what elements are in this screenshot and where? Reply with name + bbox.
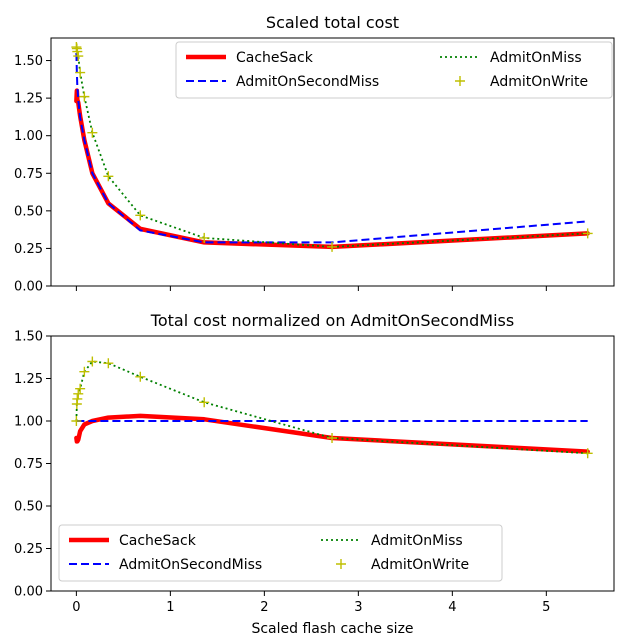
data-point-admitonwrite — [75, 383, 86, 394]
y-tick-label: 0.25 — [14, 242, 43, 257]
data-point-admitonwrite — [71, 416, 82, 426]
data-point-admitonwrite — [327, 433, 338, 443]
x-tick-label: 5 — [542, 600, 550, 615]
data-point-admitonwrite — [72, 393, 83, 404]
legend-label: AdmitOnWrite — [490, 74, 588, 90]
data-point-admitonwrite — [199, 397, 210, 408]
x-tick-label: 0 — [72, 600, 80, 615]
data-point-admitonwrite — [87, 127, 98, 138]
y-tick-label: 1.25 — [14, 92, 43, 107]
series-group — [71, 356, 593, 459]
y-tick-label: 1.50 — [14, 54, 43, 69]
y-tick-label: 0.00 — [14, 280, 43, 295]
y-tick-label: 0.50 — [14, 500, 43, 515]
series-line-cachesack — [74, 413, 590, 454]
series-line-cachesack — [74, 88, 590, 250]
chart-title: Total cost normalized on AdmitOnSecondMi… — [150, 311, 514, 330]
y-tick-label: 1.50 — [14, 330, 43, 345]
plot-frame — [50, 37, 615, 287]
legend-swatch-admitonwrite — [455, 76, 465, 86]
data-point-admitonwrite — [79, 91, 90, 102]
data-point-admitonwrite — [72, 46, 83, 57]
x-tick-label: 4 — [448, 600, 456, 615]
chart-1: Scaled total cost 0.00 0.25 0.50 0.75 1.00 1.2… — [14, 13, 615, 295]
y-tick-label: 1.25 — [14, 372, 43, 387]
legend-label: AdmitOnMiss — [490, 50, 582, 66]
data-point-admitonwrite — [135, 210, 146, 221]
series-line-admitonsecondmiss — [75, 53, 588, 244]
y-tick-label: 0.00 — [14, 585, 43, 600]
legend-label: AdmitOnWrite — [371, 557, 469, 573]
x-tick-label: 2 — [260, 600, 268, 615]
data-point-admitonwrite — [79, 366, 90, 377]
data-point-admitonwrite — [87, 356, 98, 367]
data-point-admitonwrite — [73, 51, 84, 62]
data-point-admitonwrite — [582, 448, 593, 459]
x-tick-label: 1 — [166, 600, 174, 615]
legend-box — [58, 524, 503, 582]
data-point-admitonwrite — [582, 228, 593, 239]
chart-title: Scaled total cost — [266, 13, 399, 32]
legend-label: CacheSack — [119, 533, 197, 549]
y-tick-label: 1.00 — [14, 129, 43, 144]
series-group — [71, 42, 593, 252]
legend: CacheSack AdmitOnSecondMiss AdmitOnMiss Adm… — [58, 524, 503, 582]
legend-label: AdmitOnMiss — [371, 533, 463, 549]
data-point-admitonwrite — [75, 67, 86, 78]
legend-label: AdmitOnSecondMiss — [236, 74, 379, 90]
x-axis-label: Scaled flash cache size — [251, 621, 413, 637]
legend-label: AdmitOnSecondMiss — [119, 557, 262, 573]
legend: CacheSack AdmitOnSecondMiss AdmitOnMiss Adm… — [175, 41, 613, 99]
chart-2: Total cost normalized on AdmitOnSecondMi… — [14, 311, 615, 615]
y-tick-label: 0.75 — [14, 167, 43, 182]
data-point-admitonwrite — [199, 232, 210, 243]
legend-swatch-admitonwrite — [336, 559, 346, 569]
data-point-admitonwrite — [135, 371, 146, 382]
legend-label: CacheSack — [236, 50, 314, 66]
plot-frame — [50, 335, 615, 592]
data-point-admitonwrite — [103, 358, 114, 369]
legend-box — [175, 41, 613, 99]
y-tick-label: 0.50 — [14, 204, 43, 219]
x-tick-label: 3 — [354, 600, 362, 615]
y-tick-label: 0.25 — [14, 542, 43, 557]
y-tick-label: 1.00 — [14, 415, 43, 430]
data-point-admitonwrite — [73, 388, 84, 399]
data-point-admitonwrite — [327, 241, 338, 252]
y-tick-label: 0.75 — [14, 457, 43, 472]
data-point-admitonwrite — [103, 171, 114, 182]
